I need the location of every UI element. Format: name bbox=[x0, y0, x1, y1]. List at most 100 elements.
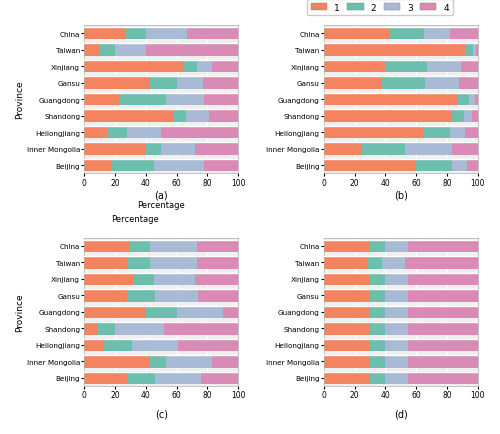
Bar bbox=[128, 256, 150, 269]
Bar bbox=[84, 160, 112, 172]
Bar bbox=[382, 256, 406, 269]
Bar bbox=[324, 61, 386, 73]
Bar bbox=[150, 355, 166, 368]
Bar bbox=[324, 110, 452, 122]
Bar bbox=[96, 322, 115, 335]
Bar bbox=[452, 143, 478, 155]
Bar bbox=[134, 273, 154, 286]
Bar bbox=[209, 110, 238, 122]
Bar bbox=[476, 44, 478, 57]
Bar bbox=[146, 28, 188, 40]
Bar bbox=[186, 110, 209, 122]
Bar bbox=[370, 240, 386, 253]
Bar bbox=[408, 339, 478, 351]
Bar bbox=[223, 306, 238, 319]
Bar bbox=[386, 289, 408, 302]
Bar bbox=[155, 372, 202, 384]
Bar bbox=[468, 94, 474, 106]
Bar bbox=[386, 306, 408, 319]
Bar bbox=[84, 61, 184, 73]
Bar bbox=[370, 306, 386, 319]
Bar bbox=[84, 355, 150, 368]
Bar bbox=[408, 240, 478, 253]
Bar bbox=[406, 256, 478, 269]
Bar bbox=[466, 127, 478, 139]
Bar bbox=[100, 44, 115, 57]
Bar bbox=[416, 160, 452, 172]
Bar bbox=[408, 322, 478, 335]
Bar bbox=[386, 240, 408, 253]
Bar bbox=[195, 143, 238, 155]
Bar bbox=[155, 289, 198, 302]
Bar bbox=[84, 77, 150, 90]
Bar bbox=[162, 143, 195, 155]
Text: Percentage: Percentage bbox=[138, 201, 185, 210]
Bar bbox=[450, 127, 466, 139]
Bar bbox=[460, 77, 478, 90]
Bar bbox=[212, 355, 238, 368]
Bar bbox=[324, 94, 458, 106]
Bar bbox=[104, 339, 132, 351]
Bar bbox=[84, 256, 128, 269]
Bar bbox=[146, 143, 162, 155]
Bar bbox=[362, 143, 406, 155]
Bar bbox=[452, 160, 467, 172]
Bar bbox=[166, 94, 204, 106]
Y-axis label: Province: Province bbox=[15, 293, 24, 332]
Bar bbox=[204, 94, 238, 106]
Bar bbox=[408, 289, 478, 302]
Bar bbox=[115, 44, 146, 57]
Bar bbox=[370, 289, 386, 302]
Bar bbox=[324, 256, 367, 269]
Bar bbox=[126, 28, 146, 40]
Text: Percentage: Percentage bbox=[111, 215, 159, 224]
X-axis label: (c): (c) bbox=[155, 408, 168, 418]
Bar bbox=[386, 355, 408, 368]
X-axis label: (a): (a) bbox=[154, 190, 168, 200]
Bar bbox=[324, 77, 382, 90]
Bar bbox=[178, 339, 238, 351]
Bar bbox=[84, 143, 146, 155]
Bar bbox=[467, 160, 478, 172]
Bar bbox=[84, 306, 146, 319]
Bar bbox=[426, 77, 460, 90]
Bar bbox=[146, 44, 238, 57]
Bar bbox=[408, 355, 478, 368]
Bar bbox=[132, 339, 178, 351]
Bar bbox=[324, 339, 370, 351]
Bar bbox=[162, 127, 238, 139]
Bar bbox=[128, 289, 155, 302]
Y-axis label: Province: Province bbox=[15, 81, 24, 119]
Bar bbox=[108, 127, 128, 139]
Bar bbox=[154, 160, 204, 172]
Bar bbox=[324, 160, 416, 172]
Bar bbox=[370, 273, 386, 286]
Bar bbox=[120, 94, 166, 106]
Bar bbox=[370, 339, 386, 351]
Bar bbox=[176, 77, 203, 90]
Bar bbox=[472, 110, 478, 122]
Bar bbox=[324, 372, 370, 384]
Bar bbox=[196, 240, 238, 253]
Bar bbox=[164, 322, 238, 335]
Bar bbox=[150, 240, 196, 253]
Bar bbox=[386, 273, 408, 286]
Bar bbox=[390, 28, 424, 40]
Bar bbox=[150, 256, 196, 269]
Bar bbox=[115, 322, 164, 335]
Bar bbox=[324, 289, 370, 302]
Bar bbox=[212, 61, 238, 73]
Bar bbox=[324, 322, 370, 335]
Bar bbox=[324, 355, 370, 368]
Bar bbox=[84, 28, 126, 40]
Bar bbox=[203, 77, 238, 90]
Bar bbox=[450, 28, 478, 40]
Bar bbox=[84, 44, 100, 57]
Bar bbox=[408, 372, 478, 384]
Bar bbox=[196, 256, 238, 269]
Bar bbox=[196, 61, 212, 73]
Bar bbox=[84, 240, 130, 253]
Bar bbox=[84, 372, 128, 384]
Bar bbox=[204, 160, 238, 172]
Bar bbox=[386, 322, 408, 335]
